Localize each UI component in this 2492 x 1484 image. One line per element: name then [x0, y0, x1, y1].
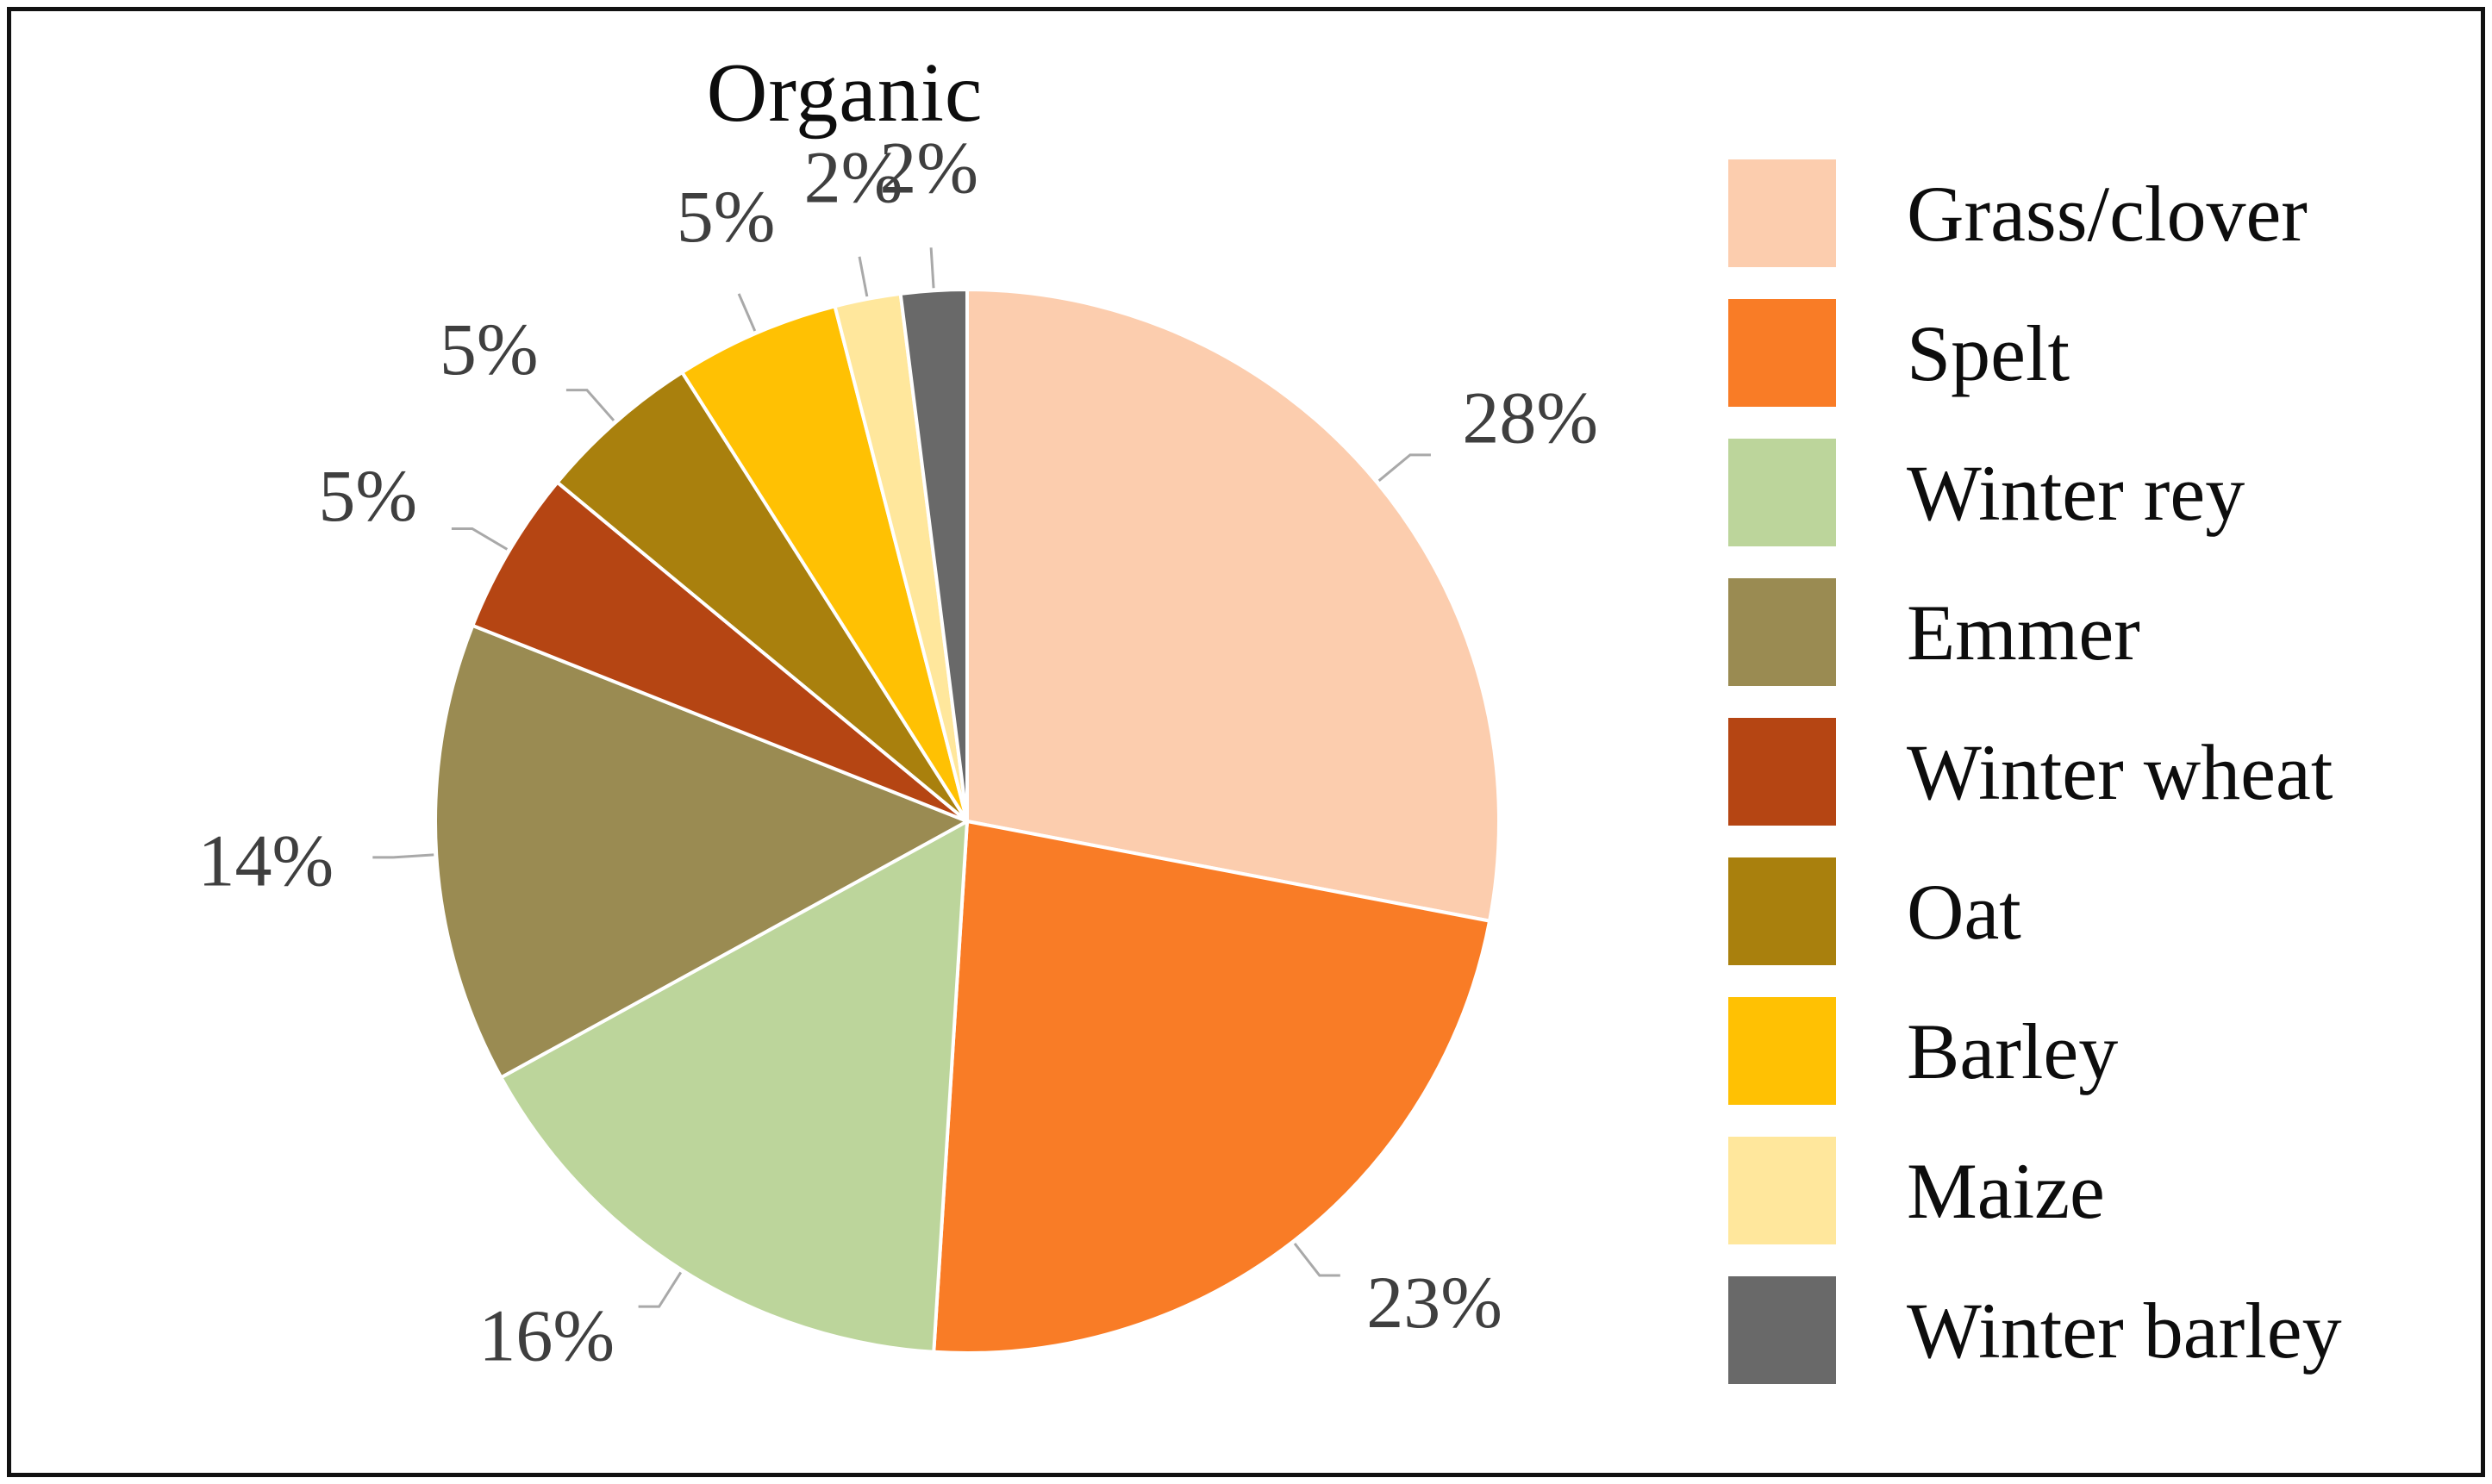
legend-item-winter-barley: Winter barley	[1728, 1276, 2342, 1384]
legend-item-spelt: Spelt	[1728, 299, 2342, 407]
leader-line	[372, 853, 434, 859]
pie-slice-grass-clover	[965, 288, 1501, 923]
legend-swatch	[1728, 857, 1836, 965]
legend-label: Winter wheat	[1907, 727, 2333, 816]
legend-label: Barley	[1907, 1007, 2119, 1095]
leader-line	[565, 389, 615, 421]
legend-swatch	[1728, 1137, 1836, 1244]
legend-label: Winter rey	[1907, 448, 2245, 537]
chart-title: Organic	[706, 47, 984, 140]
legend-swatch	[1728, 718, 1836, 826]
legend-item-winter-wheat: Winter wheat	[1728, 718, 2342, 826]
leader-line	[638, 1271, 683, 1308]
data-label-grass-clover: 28%	[1462, 377, 1598, 459]
legend-swatch	[1728, 159, 1836, 267]
legend-label: Emmer	[1907, 588, 2140, 677]
pie-slice-winter-wheat	[471, 480, 969, 823]
legend-label: Grass/clover	[1907, 169, 2308, 258]
data-label-oat: 5%	[440, 308, 539, 390]
legend-label: Spelt	[1907, 309, 2070, 397]
data-label-maize: 2%	[804, 135, 903, 218]
leader-line	[1293, 1242, 1340, 1277]
legend-swatch	[1728, 439, 1836, 546]
pie-slice-emmer	[434, 623, 969, 1080]
legend-item-maize: Maize	[1728, 1137, 2342, 1244]
legend-swatch	[1728, 299, 1836, 407]
legend-swatch	[1728, 578, 1836, 686]
legend-item-emmer: Emmer	[1728, 578, 2342, 686]
leader-line	[451, 527, 509, 551]
pie-slice-barley	[680, 304, 969, 823]
data-label-winter-wheat: 5%	[318, 454, 417, 537]
legend-item-grass-clover: Grass/clover	[1728, 159, 2342, 267]
pie-slice-spelt	[932, 820, 1492, 1355]
legend-item-winter-rey: Winter rey	[1728, 439, 2342, 546]
pie-slice-winter-rey	[499, 820, 969, 1354]
data-label-winter-rey: 16%	[478, 1294, 615, 1376]
legend-item-barley: Barley	[1728, 997, 2342, 1105]
legend-label: Maize	[1907, 1146, 2105, 1235]
legend-item-oat: Oat	[1728, 857, 2342, 965]
leader-line	[737, 293, 757, 332]
data-label-emmer: 14%	[198, 819, 334, 901]
data-label-spelt: 23%	[1366, 1261, 1502, 1344]
legend-label: Oat	[1907, 867, 2021, 956]
legend-label: Winter barley	[1907, 1286, 2342, 1375]
leader-line	[929, 247, 935, 289]
pie-slice-winter-barley	[898, 288, 969, 823]
leader-line	[858, 256, 869, 297]
legend-swatch	[1728, 1276, 1836, 1384]
leader-line	[1377, 453, 1431, 482]
legend-swatch	[1728, 997, 1836, 1105]
pie-slice-oat	[555, 371, 969, 823]
data-label-barley: 5%	[677, 175, 776, 258]
data-label-winter-barley: 2%	[879, 126, 978, 209]
legend: Grass/clover Spelt Winter rey Emmer Winter w…	[1728, 159, 2342, 1416]
